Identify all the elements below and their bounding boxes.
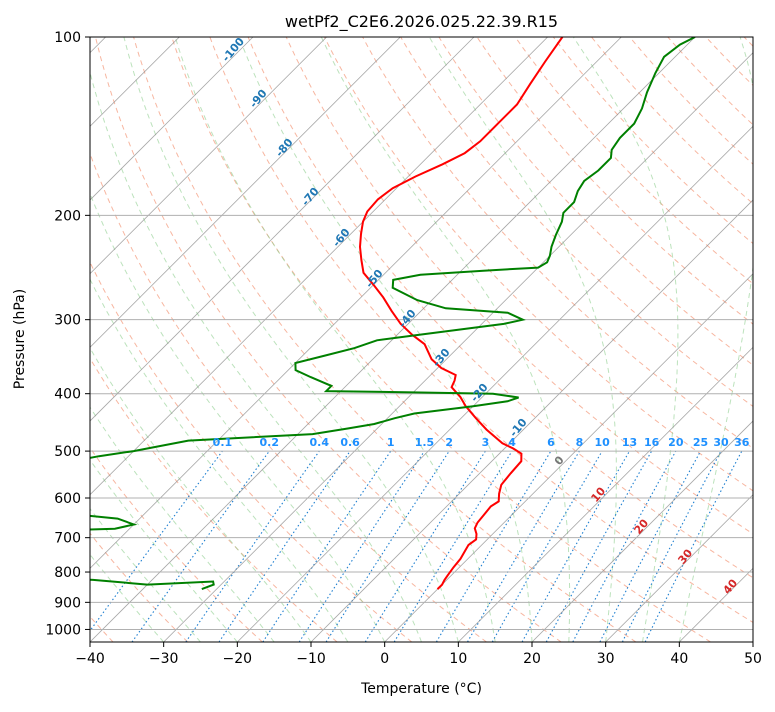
dry-adiabat <box>515 37 775 642</box>
mixing-ratio-label: 36 <box>734 436 750 449</box>
dry-adiabat-label: 30 <box>675 546 695 566</box>
mixing-ratio-line <box>219 451 350 642</box>
dry-adiabat <box>19 37 412 642</box>
dry-adiabat-label: -90 <box>247 87 270 111</box>
dry-adiabat-label: -60 <box>330 226 353 250</box>
moist-adiabat <box>573 37 678 642</box>
isotherm <box>16 37 621 642</box>
isotherm <box>0 37 400 642</box>
x-tick-label: −10 <box>296 651 326 667</box>
x-tick-label: −30 <box>149 651 179 667</box>
plot-frame <box>90 37 753 642</box>
mixing-ratio-label: 0.4 <box>310 436 330 449</box>
mixing-ratio-label: 16 <box>644 436 660 449</box>
mixing-ratio-label: 2 <box>445 436 453 449</box>
dry-adiabat <box>744 37 775 642</box>
moist-adiabat <box>46 37 384 642</box>
moist-adiabat <box>16 37 348 642</box>
mixing-ratio-label: 20 <box>668 436 684 449</box>
mixing-ratio-line <box>622 451 721 642</box>
dry-adiabat-label: -70 <box>299 185 322 209</box>
dry-adiabat-label: 10 <box>588 484 608 504</box>
mixing-ratio-label: 3 <box>482 436 490 449</box>
moist-adiabat <box>0 37 274 642</box>
dry-adiabat-label: 0 <box>552 453 567 467</box>
mixing-ratio-label: 30 <box>713 436 729 449</box>
moist-adiabat <box>0 37 237 642</box>
x-tick-label: 40 <box>670 651 688 667</box>
chart-title: wetPf2_C2E6.2026.025.22.39.R15 <box>285 12 558 32</box>
dry-adiabat-label: -20 <box>468 381 491 405</box>
mixing-ratio-label: 1.5 <box>415 436 435 449</box>
x-tick-label: 0 <box>380 651 389 667</box>
dry-adiabat <box>439 37 775 642</box>
mixing-ratio-line <box>436 451 551 642</box>
dry-adiabat <box>0 37 262 642</box>
y-tick-label: 900 <box>54 595 81 611</box>
isotherm <box>164 37 769 642</box>
moist-adiabat <box>0 37 311 642</box>
mixing-ratio-label: 0.6 <box>340 436 360 449</box>
x-axis-label: Temperature (°C) <box>360 681 482 697</box>
dry-adiabat-label: -80 <box>273 136 296 160</box>
isotherm <box>90 37 695 642</box>
dry-adiabat-label: -50 <box>363 267 386 291</box>
y-tick-label: 100 <box>54 30 81 46</box>
mixing-ratio-label: 8 <box>576 436 584 449</box>
dry-adiabat <box>706 37 775 642</box>
y-tick-label: 800 <box>54 565 81 581</box>
mixing-ratio-line <box>522 451 629 642</box>
x-tick-label: −40 <box>75 651 105 667</box>
dry-adiabat-label: 20 <box>631 516 651 536</box>
y-tick-label: 600 <box>54 491 81 507</box>
y-tick-label: 700 <box>54 531 81 547</box>
isotherm <box>679 37 775 642</box>
x-tick-label: 50 <box>744 651 762 667</box>
moist-adiabat <box>175 37 495 642</box>
x-tick-label: 30 <box>597 651 615 667</box>
dry-adiabat-label: -40 <box>396 307 419 331</box>
mixing-ratio-label: 6 <box>547 436 555 449</box>
x-tick-label: 20 <box>523 651 541 667</box>
mixing-ratio-label: 13 <box>622 436 637 449</box>
mixing-ratio-label: 0.1 <box>213 436 233 449</box>
x-tick-label: −20 <box>223 651 253 667</box>
mixing-ratio-label: 1 <box>387 436 395 449</box>
moist-adiabat <box>124 37 458 642</box>
isotherm <box>385 37 775 642</box>
y-axis-label: Pressure (hPa) <box>12 289 28 389</box>
isotherm <box>0 37 253 642</box>
mixing-ratio-line <box>573 451 676 642</box>
isotherm <box>753 37 775 642</box>
isotherm <box>0 37 474 642</box>
dry-adiabat-label: -100 <box>219 35 247 65</box>
isotherm <box>0 37 327 642</box>
y-tick-label: 500 <box>54 444 81 460</box>
mixing-ratio-line <box>299 451 424 642</box>
dry-adiabat-label: -30 <box>430 346 453 370</box>
y-tick-label: 300 <box>54 313 81 329</box>
mixing-ratio-label: 0.2 <box>260 436 280 449</box>
mixing-ratio-label: 25 <box>693 436 708 449</box>
y-tick-label: 400 <box>54 387 81 403</box>
y-tick-label: 1000 <box>45 622 81 638</box>
mixing-ratio-line <box>82 451 223 642</box>
x-tick-label: 10 <box>449 651 467 667</box>
dry-adiabat <box>0 37 337 642</box>
moist-adiabat <box>0 37 201 642</box>
dry-adiabat <box>57 37 486 642</box>
dry-adiabat-label: 40 <box>720 576 740 596</box>
mixing-ratio-line <box>326 451 449 642</box>
y-tick-label: 200 <box>54 208 81 224</box>
mixing-ratio-label: 10 <box>594 436 610 449</box>
mixing-ratio-line <box>468 451 580 642</box>
